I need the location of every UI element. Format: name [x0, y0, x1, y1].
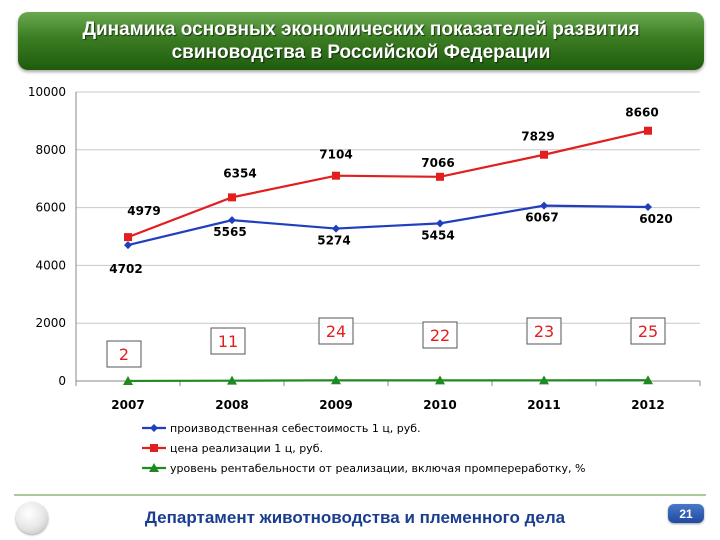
- legend-label: цена реализации 1 ц, руб.: [170, 442, 323, 455]
- profitability-label-box: [422, 321, 458, 349]
- profitability-label-box: [210, 327, 246, 355]
- profitability-point: [435, 375, 445, 385]
- cost-data-label: 6067: [525, 211, 558, 225]
- cost-data-label: 5274: [317, 234, 350, 248]
- profitability-data-label: 23: [534, 322, 554, 341]
- profitability-series-line: [127, 379, 649, 383]
- cost-series-line: [127, 204, 649, 247]
- profitability-label-box: [526, 317, 562, 345]
- price-data-label: 6354: [223, 166, 256, 180]
- profitability-label-box: [630, 317, 666, 345]
- profitability-point: [539, 375, 549, 385]
- profitability-point: [331, 375, 341, 385]
- cost-point: [540, 201, 548, 210]
- price-point: [150, 444, 158, 452]
- price-point: [228, 193, 236, 202]
- title-banner: Динамика основных экономических показате…: [18, 12, 704, 70]
- x-tick-label: 2011: [527, 398, 560, 412]
- x-tick-label: 2010: [423, 398, 456, 412]
- x-tick-label: 2009: [319, 398, 352, 412]
- price-data-label: 7066: [421, 156, 454, 170]
- cost-point: [436, 219, 444, 228]
- profitability-data-label: 25: [638, 322, 658, 341]
- price-point: [332, 171, 340, 180]
- x-tick-label: 2008: [215, 398, 248, 412]
- cost-data-label: 5565: [213, 225, 246, 239]
- footer-department: Департамент животноводства и племенного …: [144, 508, 566, 527]
- price-point: [540, 150, 548, 159]
- price-data-label: 7104: [319, 148, 352, 162]
- price-point: [644, 126, 652, 135]
- cost-data-label: 5454: [421, 228, 454, 242]
- profitability-point: [227, 375, 237, 385]
- y-tick-label: 2000: [35, 316, 66, 330]
- price-data-label: 7829: [521, 130, 554, 144]
- cost-data-label: 6020: [639, 212, 672, 226]
- page-number-badge: 21: [668, 504, 704, 523]
- legend-label: уровень рентабельности от реализации, вк…: [170, 462, 585, 475]
- cost-point: [644, 203, 652, 212]
- y-tick-label: 4000: [35, 258, 66, 272]
- footer-divider: [14, 494, 706, 496]
- y-tick-label: 0: [58, 374, 66, 388]
- x-tick-label: 2007: [111, 398, 144, 412]
- cost-point: [332, 224, 340, 233]
- cost-data-label: 4702: [109, 262, 142, 276]
- price-series-line: [127, 129, 649, 239]
- price-data-label: 8660: [625, 106, 658, 120]
- y-tick-label: 10000: [28, 85, 66, 99]
- y-tick-label: 6000: [35, 201, 66, 215]
- legend-label: производственная себестоимость 1 ц, руб.: [170, 422, 421, 435]
- cost-point: [228, 216, 236, 225]
- profitability-data-label: 2: [119, 345, 129, 364]
- price-point: [436, 172, 444, 181]
- profitability-data-label: 22: [430, 326, 450, 345]
- profitability-data-label: 24: [326, 322, 346, 341]
- ministry-emblem-icon: [16, 502, 48, 534]
- y-tick-label: 8000: [35, 143, 66, 157]
- profitability-point: [643, 375, 653, 385]
- slide-title: Динамика основных экономических показате…: [82, 19, 640, 63]
- price-point: [124, 233, 132, 242]
- profitability-point: [123, 375, 133, 385]
- cost-point: [124, 241, 132, 250]
- profitability-point: [149, 463, 159, 472]
- profitability-data-label: 11: [218, 332, 238, 351]
- line-chart: 0 2000 4000 6000 8000 10000 2007 2008 2009 2010 20…: [28, 85, 701, 475]
- profitability-label-box: [106, 340, 142, 368]
- price-data-label: 4979: [127, 204, 160, 218]
- x-tick-label: 2012: [631, 398, 664, 412]
- profitability-label-box: [318, 317, 354, 345]
- cost-point: [150, 424, 158, 432]
